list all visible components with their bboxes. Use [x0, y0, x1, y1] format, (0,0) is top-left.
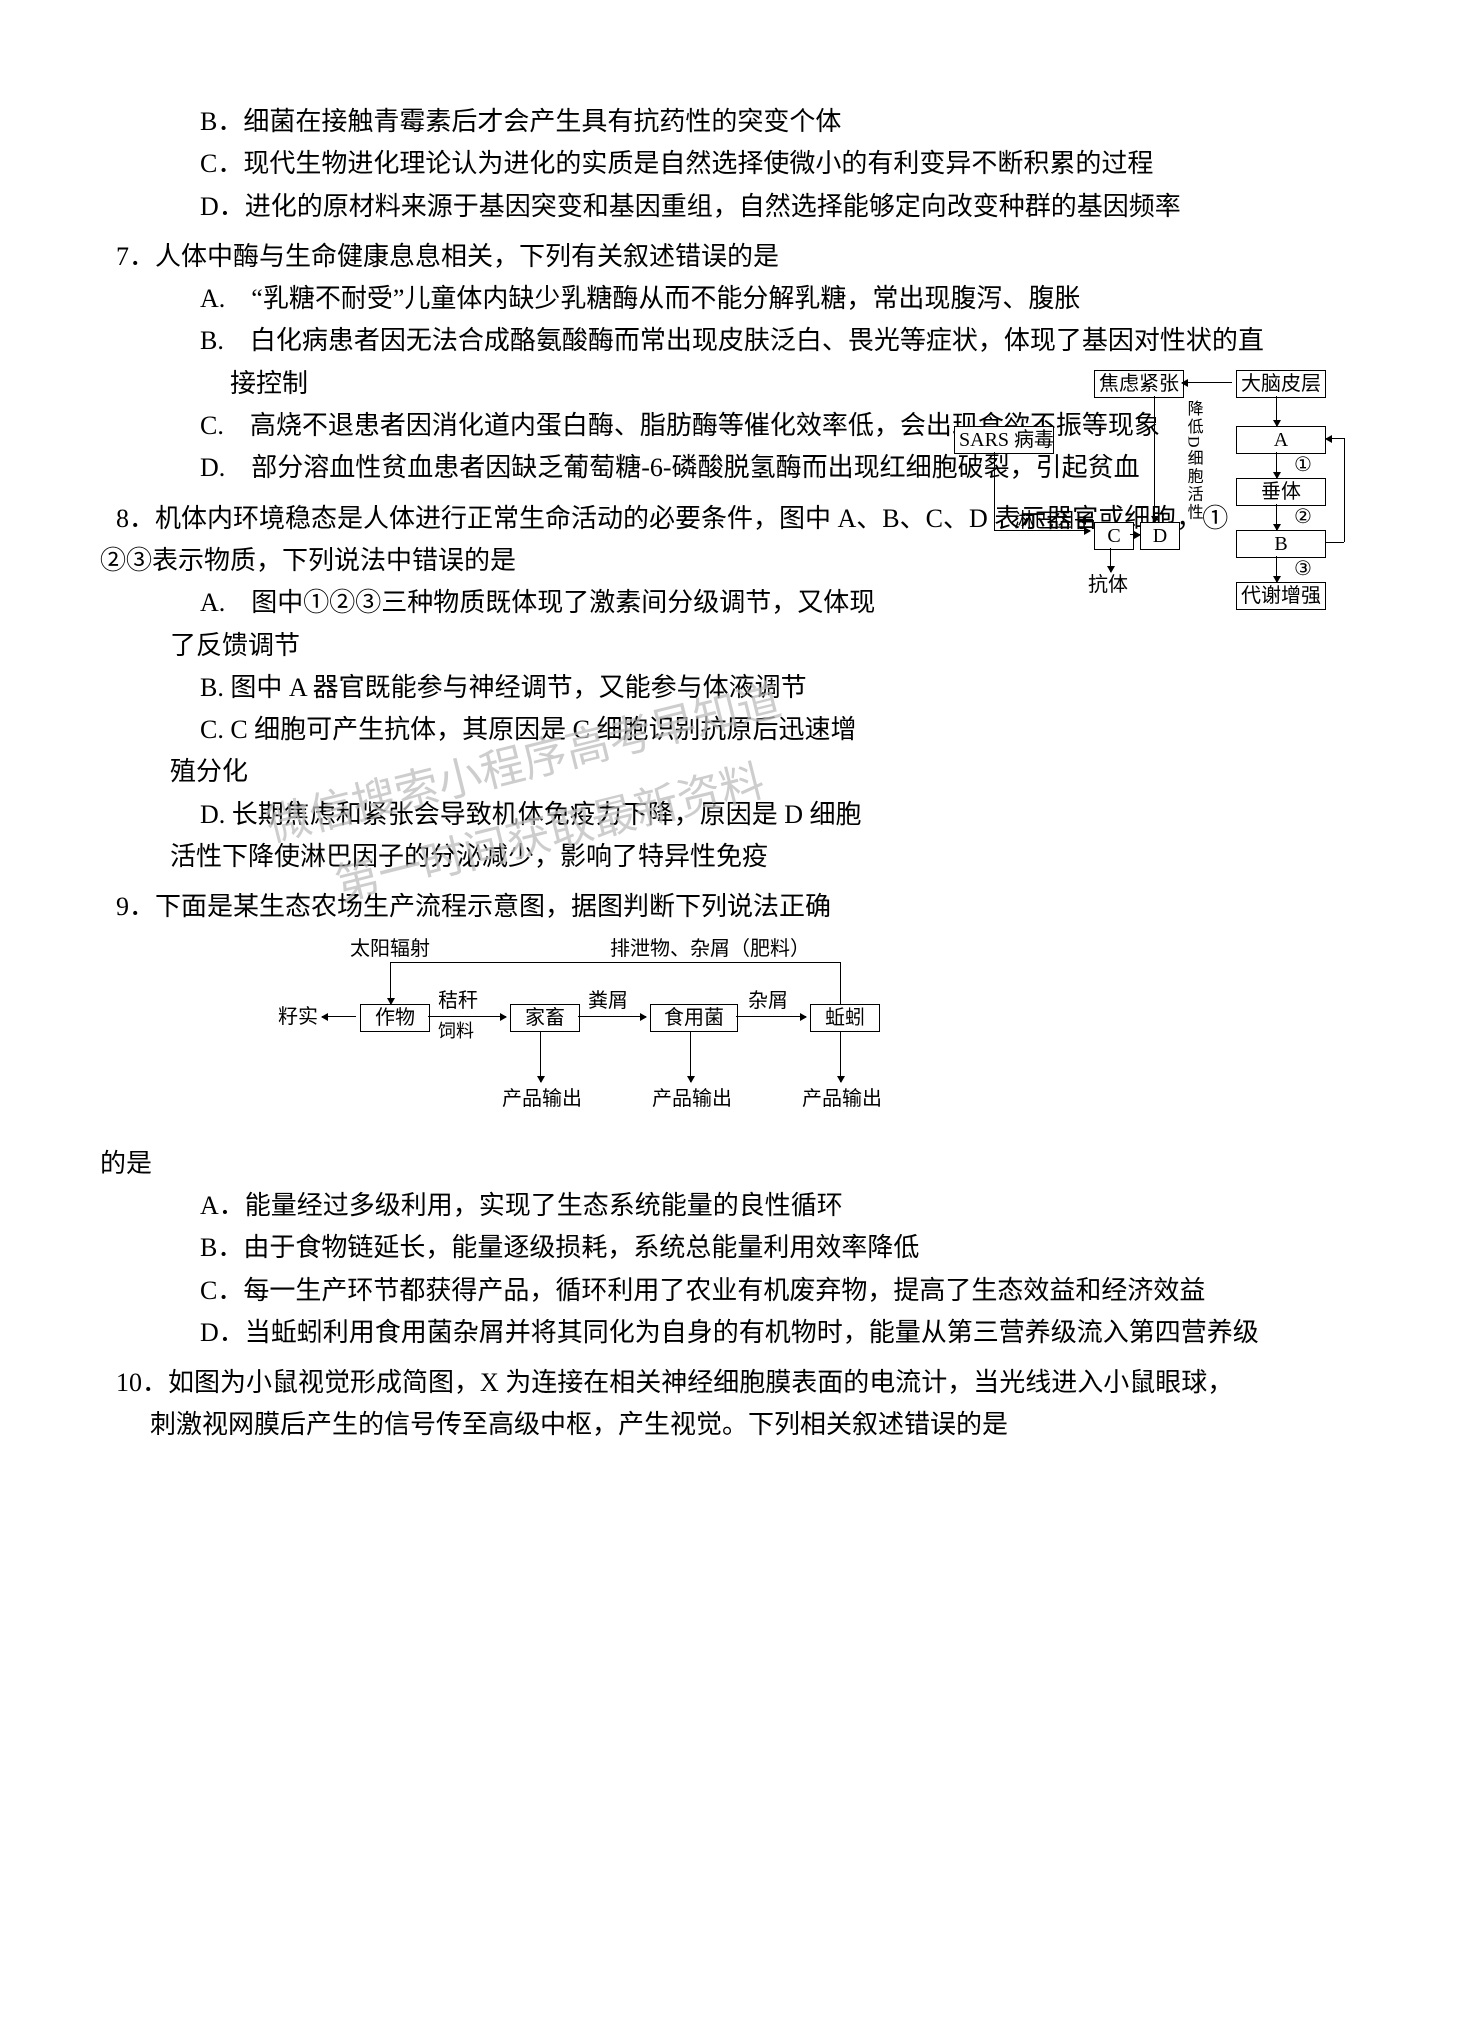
q8-lowd-label: 降低D细胞活性	[1184, 400, 1202, 522]
q8-cortex-box: 大脑皮层	[1236, 370, 1326, 398]
q9-scraps-label: 杂屑	[748, 990, 788, 1012]
q8-circ2: ②	[1294, 506, 1312, 528]
q9-sun-label: 太阳辐射	[350, 938, 430, 960]
q9-mushroom-box: 食用菌	[650, 1004, 738, 1032]
q10-stem-line2: 刺激视网膜后产生的信号传至高级中枢，产生视觉。下列相关叙述错误的是	[100, 1405, 1374, 1445]
q9-output-1: 产品输出	[502, 1088, 582, 1110]
q8-a-box: A	[1236, 426, 1326, 454]
q8-anxiety-box: 焦虑紧张	[1094, 370, 1184, 398]
q8-diagram: 焦虑紧张 大脑皮层 A ① 垂体 ② B ③ 代谢增强 SARS 病毒 降低D细…	[954, 370, 1364, 650]
q10-stem-line1: 10．如图为小鼠视觉形成简图，X 为连接在相关神经细胞膜表面的电流计，当光线进入…	[100, 1363, 1374, 1403]
q9-earthworm-box: 蚯蚓	[810, 1004, 880, 1032]
q9-output-3: 产品输出	[802, 1088, 882, 1110]
fragment-option-c: C．现代生物进化理论认为进化的实质是自然选择使微小的有利变异不断积累的过程	[100, 144, 1374, 184]
q7-option-b-line1: B. 白化病患者因无法合成酪氨酸酶而常出现皮肤泛白、畏光等症状，体现了基因对性状…	[100, 321, 1374, 361]
q9-feed-label: 饲料	[438, 1022, 474, 1042]
q8-pituitary-box: 垂体	[1236, 478, 1326, 506]
q8-sars-box: SARS 病毒	[954, 426, 1054, 454]
q9-output-2: 产品输出	[652, 1088, 732, 1110]
q9-option-c: C．每一生产环节都获得产品，循环利用了农业有机废弃物，提高了生态效益和经济效益	[100, 1271, 1374, 1311]
q8-option-d-line1: D. 长期焦虑和紧张会导致机体免疫力下降，原因是 D 细胞	[100, 795, 880, 835]
q9-crop-box: 作物	[360, 1004, 430, 1032]
q8-circ1: ①	[1294, 454, 1312, 476]
q8-b-box: B	[1236, 530, 1326, 558]
q8-c-box: C	[1094, 522, 1134, 550]
q8-d-box: D	[1140, 522, 1180, 550]
q9-option-b: B．由于食物链延长，能量逐级损耗，系统总能量利用效率降低	[100, 1228, 1374, 1268]
q7-stem: 7．人体中酶与生命健康息息相关，下列有关叙述错误的是	[100, 237, 1374, 277]
fragment-option-d: D．进化的原材料来源于基因突变和基因重组，自然选择能够定向改变种群的基因频率	[100, 187, 1374, 227]
q9-livestock-box: 家畜	[510, 1004, 580, 1032]
q8-option-b: B. 图中 A 器官既能参与神经调节，又能参与体液调节	[100, 668, 880, 708]
q9-seed-label: 籽实	[278, 1006, 318, 1028]
q9-excreta-label: 排泄物、杂屑（肥料）	[610, 938, 810, 960]
q9-dung-label: 粪屑	[588, 990, 628, 1012]
q9-option-a: A．能量经过多级利用，实现了生态系统能量的良性循环	[100, 1186, 1374, 1226]
q7-option-a: A. “乳糖不耐受”儿童体内缺少乳糖酶从而不能分解乳糖，常出现腹泻、腹胀	[100, 279, 1374, 319]
q8-option-a-line1: A. 图中①②③三种物质既体现了激素间分级调节，又体现	[100, 583, 880, 623]
q8-option-a-line2: 了反馈调节	[100, 626, 880, 666]
q8-metab-box: 代谢增强	[1236, 582, 1326, 610]
q9-stem: 9．下面是某生态农场生产流程示意图，据图判断下列说法正确	[100, 887, 1374, 927]
q8-circ3: ③	[1294, 558, 1312, 580]
q8-antibody-label: 抗体	[1088, 574, 1128, 596]
q9-option-d: D．当蚯蚓利用食用菌杂屑并将其同化为自身的有机物时，能量从第三营养级流入第四营养…	[100, 1313, 1374, 1353]
q9-diagram: 太阳辐射 排泄物、杂屑（肥料） 作物 家畜 食用菌 蚯蚓 秸秆 饲料 粪屑 杂屑…	[310, 938, 1010, 1138]
q8-option-d-line2: 活性下降使淋巴因子的分泌减少，影响了特异性免疫	[100, 837, 880, 877]
q8-option-c-line1: C. C 细胞可产生抗体，其原因是 C 细胞识别抗原后迅速增	[100, 710, 880, 750]
q8-option-c-line2: 殖分化	[100, 752, 880, 792]
fragment-option-b: B．细菌在接触青霉素后才会产生具有抗药性的突变个体	[100, 102, 1374, 142]
q9-straw-label: 秸秆	[438, 990, 478, 1012]
q9-tail: 的是	[100, 1144, 1374, 1184]
